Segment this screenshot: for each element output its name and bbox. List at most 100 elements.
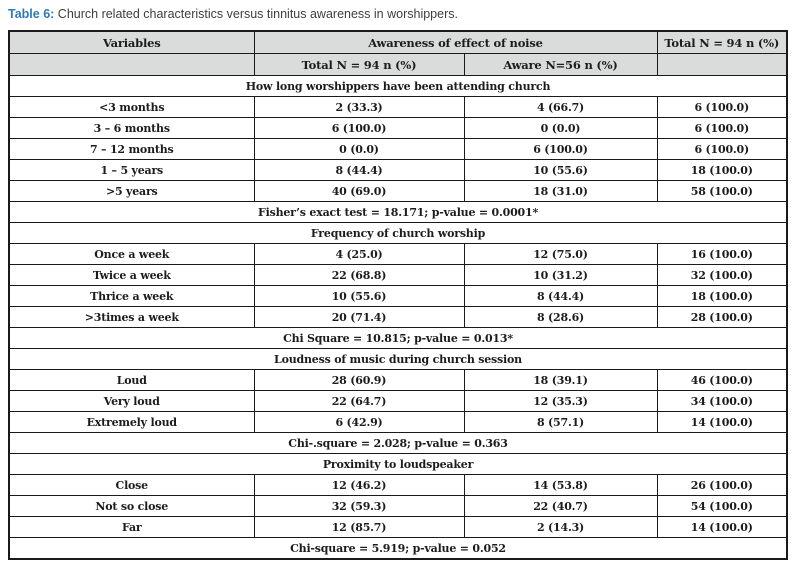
cell-variable: Very loud [8, 390, 255, 412]
cell-variable: >5 years [8, 180, 255, 202]
section-title: How long worshippers have been attending… [8, 75, 788, 97]
cell-total-n: 20 (71.4) [253, 306, 465, 328]
cell-row-total: 58 (100.0) [656, 180, 788, 202]
cell-aware-n: 8 (57.1) [463, 411, 658, 433]
cell-total-n: 2 (33.3) [253, 96, 465, 118]
cell-variable: 3 – 6 months [8, 117, 255, 139]
table-row: Once a week 4 (25.0) 12 (75.0) 16 (100.0) [8, 243, 788, 265]
cell-total-n: 22 (68.8) [253, 264, 465, 286]
cell-variable: >3times a week [8, 306, 255, 328]
data-table: Variables Awareness of effect of noise T… [8, 30, 788, 560]
table-row: Thrice a week 10 (55.6) 8 (44.4) 18 (100.0) [8, 285, 788, 307]
cell-variable: Not so close [8, 495, 255, 517]
stat-text: Fisher’s exact test = 18.171; p-value = … [8, 201, 788, 223]
cell-total-n: 28 (60.9) [253, 369, 465, 391]
stat-row: Chi Square = 10.815; p-value = 0.013* [8, 327, 788, 349]
cell-row-total: 26 (100.0) [656, 474, 788, 496]
table-row: Far 12 (85.7) 2 (14.3) 14 (100.0) [8, 516, 788, 538]
cell-variable: Thrice a week [8, 285, 255, 307]
cell-variable: Close [8, 474, 255, 496]
table-row: >5 years 40 (69.0) 18 (31.0) 58 (100.0) [8, 180, 788, 202]
cell-row-total: 28 (100.0) [656, 306, 788, 328]
table-row: <3 months 2 (33.3) 4 (66.7) 6 (100.0) [8, 96, 788, 118]
cell-aware-n: 22 (40.7) [463, 495, 658, 517]
cell-row-total: 54 (100.0) [656, 495, 788, 517]
cell-aware-n: 10 (55.6) [463, 159, 658, 181]
cell-aware-n: 18 (31.0) [463, 180, 658, 202]
column-header-awareness: Awareness of effect of noise [253, 30, 658, 54]
stat-text: Chi-.square = 2.028; p-value = 0.363 [8, 432, 788, 454]
table-row: 1 – 5 years 8 (44.4) 10 (55.6) 18 (100.0) [8, 159, 788, 181]
cell-aware-n: 12 (75.0) [463, 243, 658, 265]
cell-row-total: 16 (100.0) [656, 243, 788, 265]
cell-total-n: 4 (25.0) [253, 243, 465, 265]
cell-aware-n: 0 (0.0) [463, 117, 658, 139]
cell-aware-n: 8 (28.6) [463, 306, 658, 328]
header-row-1: Variables Awareness of effect of noise T… [8, 30, 788, 54]
stat-text: Chi Square = 10.815; p-value = 0.013* [8, 327, 788, 349]
section-header-row: How long worshippers have been attending… [8, 75, 788, 97]
cell-total-n: 32 (59.3) [253, 495, 465, 517]
column-header-variables: Variables [8, 30, 255, 54]
stat-row: Chi-.square = 2.028; p-value = 0.363 [8, 432, 788, 454]
table-caption-text: Church related characteristics versus ti… [57, 7, 458, 21]
cell-row-total: 14 (100.0) [656, 411, 788, 433]
cell-row-total: 18 (100.0) [656, 285, 788, 307]
page: Table 6: Church related characteristics … [8, 6, 788, 560]
table-body: How long worshippers have been attending… [8, 75, 788, 560]
cell-total-n: 10 (55.6) [253, 285, 465, 307]
table-row: Not so close 32 (59.3) 22 (40.7) 54 (100.0) [8, 495, 788, 517]
cell-total-n: 6 (100.0) [253, 117, 465, 139]
table-row: Extremely loud 6 (42.9) 8 (57.1) 14 (100.0) [8, 411, 788, 433]
cell-total-n: 40 (69.0) [253, 180, 465, 202]
column-subheader-empty-left [8, 53, 255, 76]
stat-text: Chi-square = 5.919; p-value = 0.052 [8, 537, 788, 560]
table-row: Twice a week 22 (68.8) 10 (31.2) 32 (100.0) [8, 264, 788, 286]
cell-row-total: 6 (100.0) [656, 138, 788, 160]
cell-aware-n: 2 (14.3) [463, 516, 658, 538]
cell-row-total: 34 (100.0) [656, 390, 788, 412]
cell-row-total: 6 (100.0) [656, 117, 788, 139]
cell-total-n: 6 (42.9) [253, 411, 465, 433]
header-row-2: Total N = 94 n (%) Aware N=56 n (%) [8, 53, 788, 76]
table-row: >3times a week 20 (71.4) 8 (28.6) 28 (100.0… [8, 306, 788, 328]
table-row: Loud 28 (60.9) 18 (39.1) 46 (100.0) [8, 369, 788, 391]
cell-row-total: 46 (100.0) [656, 369, 788, 391]
cell-row-total: 32 (100.0) [656, 264, 788, 286]
cell-aware-n: 4 (66.7) [463, 96, 658, 118]
cell-aware-n: 14 (53.8) [463, 474, 658, 496]
column-subheader-empty-right [656, 53, 788, 76]
section-title: Loudness of music during church session [8, 348, 788, 370]
section-header-row: Frequency of church worship [8, 222, 788, 244]
cell-variable: Extremely loud [8, 411, 255, 433]
cell-row-total: 6 (100.0) [656, 96, 788, 118]
cell-variable: 7 – 12 months [8, 138, 255, 160]
cell-variable: Once a week [8, 243, 255, 265]
section-header-row: Loudness of music during church session [8, 348, 788, 370]
cell-aware-n: 18 (39.1) [463, 369, 658, 391]
table-row: 3 – 6 months 6 (100.0) 0 (0.0) 6 (100.0) [8, 117, 788, 139]
column-subheader-aware-n: Aware N=56 n (%) [463, 53, 658, 76]
cell-variable: Far [8, 516, 255, 538]
cell-variable: Twice a week [8, 264, 255, 286]
table-row: Very loud 22 (64.7) 12 (35.3) 34 (100.0) [8, 390, 788, 412]
cell-variable: Loud [8, 369, 255, 391]
cell-variable: 1 – 5 years [8, 159, 255, 181]
cell-total-n: 12 (46.2) [253, 474, 465, 496]
cell-aware-n: 12 (35.3) [463, 390, 658, 412]
section-header-row: Proximity to loudspeaker [8, 453, 788, 475]
table-caption: Table 6: Church related characteristics … [8, 6, 786, 22]
table-header: Variables Awareness of effect of noise T… [8, 30, 788, 76]
cell-total-n: 12 (85.7) [253, 516, 465, 538]
stat-row: Chi-square = 5.919; p-value = 0.052 [8, 537, 788, 560]
cell-aware-n: 10 (31.2) [463, 264, 658, 286]
table-row: Close 12 (46.2) 14 (53.8) 26 (100.0) [8, 474, 788, 496]
cell-aware-n: 6 (100.0) [463, 138, 658, 160]
cell-total-n: 0 (0.0) [253, 138, 465, 160]
column-header-total: Total N = 94 n (%) [656, 30, 788, 54]
cell-total-n: 22 (64.7) [253, 390, 465, 412]
cell-total-n: 8 (44.4) [253, 159, 465, 181]
cell-aware-n: 8 (44.4) [463, 285, 658, 307]
section-title: Proximity to loudspeaker [8, 453, 788, 475]
cell-variable: <3 months [8, 96, 255, 118]
